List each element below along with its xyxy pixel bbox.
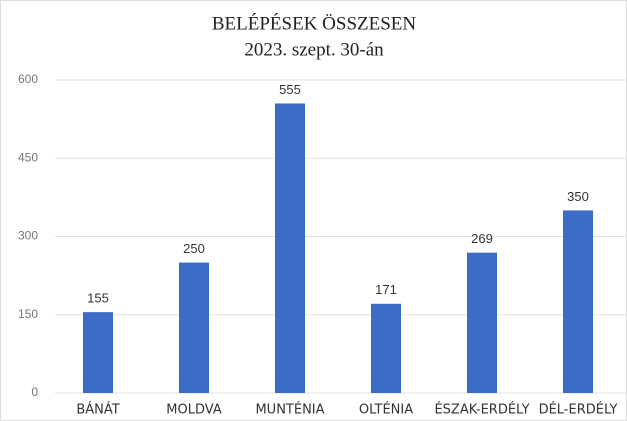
bar: [467, 252, 497, 393]
y-tick-label: 300: [18, 229, 38, 243]
x-tick-label: BÁNÁT: [76, 402, 119, 418]
value-label: 350: [567, 189, 589, 204]
x-tick-label: OLTÉNIA: [359, 402, 413, 418]
bar: [179, 262, 209, 393]
bar: [371, 303, 401, 393]
x-tick-label: MOLDVA: [166, 403, 222, 418]
y-tick-label: 450: [18, 150, 38, 164]
bar: [83, 312, 113, 393]
bar: [563, 210, 593, 393]
y-tick-label: 0: [31, 385, 38, 399]
value-label: 269: [471, 231, 493, 246]
value-label: 171: [375, 282, 397, 297]
x-tick-label: MUNTÉNIA: [255, 402, 324, 418]
chart-subtitle: 2023. szept. 30-án: [244, 39, 384, 60]
value-label: 555: [279, 82, 301, 97]
y-tick-label: 150: [18, 307, 38, 321]
value-label: 155: [87, 291, 109, 306]
x-tick-label: DÉL-ERDÉLY: [539, 402, 618, 418]
y-tick-label: 600: [18, 72, 38, 86]
bar: [275, 103, 305, 393]
x-tick-label: ÉSZAK-ERDÉLY: [434, 402, 529, 418]
chart-title: BELÉPÉSEK ÖSSZESEN: [212, 12, 417, 34]
value-label: 250: [183, 241, 205, 256]
